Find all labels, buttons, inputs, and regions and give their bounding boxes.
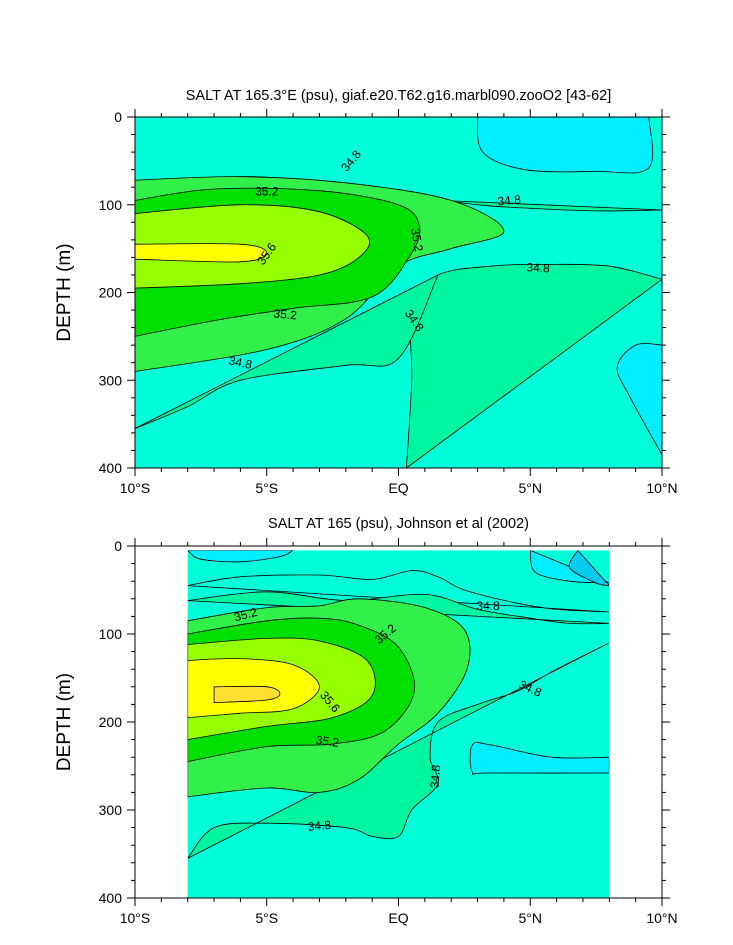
- contour-label: 35.2: [315, 733, 340, 750]
- contour-fills: [135, 117, 662, 468]
- contour-fills: [187, 550, 610, 859]
- x-tick-label: 10°N: [646, 480, 677, 496]
- y-axis-title: DEPTH (m): [54, 673, 75, 771]
- contour-level-34-2: [568, 550, 610, 586]
- contour-level-35-6: [135, 243, 268, 263]
- contour-label: 34.8: [307, 818, 332, 834]
- contour-level-34-8: [135, 274, 439, 429]
- contour-label: 34.8: [228, 353, 254, 372]
- contour-label: 34.8: [427, 764, 443, 789]
- contour-label: 35.2: [255, 185, 279, 199]
- y-axis-title: DEPTH (m): [54, 243, 75, 341]
- y-tick-label: 400: [99, 460, 123, 476]
- model-panel: 34.835.234.835.635.234.835.2 34.834.810°S…: [54, 88, 678, 496]
- y-tick-label: 300: [99, 802, 123, 818]
- contour-label: 34.8: [476, 599, 500, 613]
- y-tick-label: 400: [99, 890, 123, 906]
- x-tick-label: 10°S: [120, 480, 151, 496]
- y-tick-label: 200: [99, 714, 123, 730]
- contour-level-34-8: [406, 263, 662, 468]
- contour-level-35-8: [213, 685, 281, 703]
- chart-title: SALT AT 165 (psu), Johnson et al (2002): [268, 516, 529, 532]
- contour-label: 34.8: [526, 260, 550, 275]
- contour-label: 34.8: [497, 192, 522, 208]
- y-tick-label: 0: [114, 538, 122, 554]
- chart-title: SALT AT 165.3°E (psu), giaf.e20.T62.g16.…: [186, 88, 611, 104]
- y-tick-label: 200: [99, 285, 123, 301]
- x-tick-label: EQ: [388, 480, 408, 496]
- contour-label: 35.2: [233, 605, 259, 625]
- y-tick-label: 300: [99, 372, 123, 388]
- x-tick-label: 5°N: [519, 480, 543, 496]
- y-tick-label: 0: [114, 109, 122, 125]
- x-tick-label: 10°S: [120, 910, 151, 926]
- contour-level-34-4: [477, 117, 654, 174]
- x-tick-label: EQ: [388, 910, 408, 926]
- contour-level-34-4: [187, 550, 294, 563]
- x-tick-label: 5°S: [255, 910, 278, 926]
- x-tick-label: 5°S: [255, 480, 278, 496]
- contour-level-34-4: [469, 741, 610, 775]
- x-tick-label: 10°N: [646, 910, 677, 926]
- contour-label: 35.2: [273, 306, 298, 322]
- y-tick-label: 100: [99, 197, 123, 213]
- contour-label: 35.2: [408, 227, 426, 253]
- y-tick-label: 100: [99, 626, 123, 642]
- contour-level-34-6: [187, 570, 610, 613]
- contour-level-34-4: [616, 343, 662, 456]
- x-tick-label: 5°N: [519, 910, 543, 926]
- observation-panel: 35.235.234.835.6 34.835.234.834.810°S 5°S E…: [54, 516, 678, 926]
- contour-level-34-8: [187, 642, 610, 859]
